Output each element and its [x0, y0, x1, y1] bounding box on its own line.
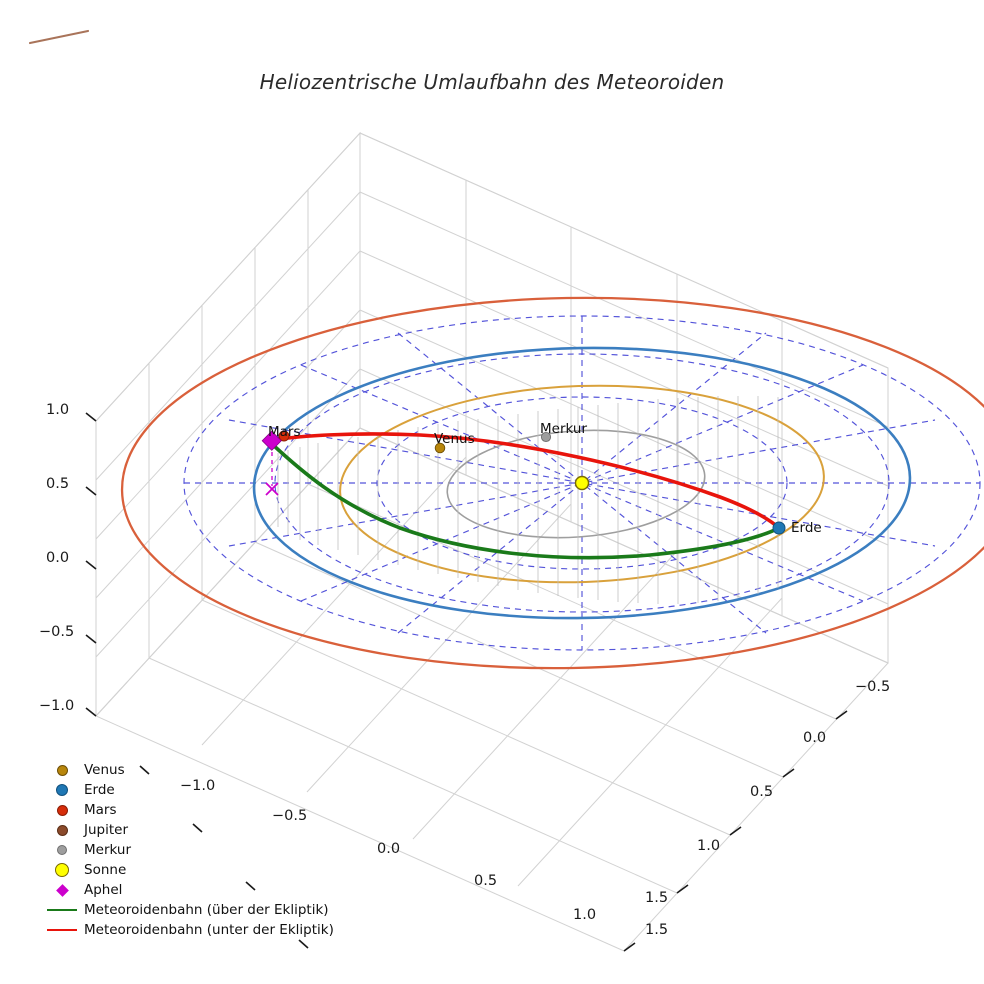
- mars-marker-icon: [40, 804, 84, 816]
- legend: Venus Erde Mars Jupiter Merkur: [40, 760, 360, 940]
- page-title: Heliozentrische Umlaufbahn des Meteoroid…: [259, 70, 725, 94]
- orbit-merkur: [446, 429, 706, 539]
- green-line-icon: [40, 909, 84, 911]
- legend-label-track-below: Meteoroidenbahn (unter der Ekliptik): [84, 922, 334, 938]
- meteoroid-track-above-ecliptic: [270, 442, 781, 560]
- x-tick-5: 1.5: [645, 922, 669, 938]
- z-tick-3: −0.5: [39, 624, 75, 640]
- aphel-projection-x-marker: [265, 482, 279, 496]
- orbit-mars: [120, 296, 984, 670]
- legend-label-erde: Erde: [84, 782, 115, 798]
- erde-marker-icon: [40, 784, 84, 796]
- y-tick-2: 0.5: [750, 784, 774, 800]
- label-erde: Erde: [791, 520, 822, 536]
- label-merkur: Merkur: [540, 421, 588, 437]
- orbit-venus: [339, 384, 825, 584]
- legend-item-aphel[interactable]: Aphel: [40, 880, 360, 900]
- legend-item-track-above[interactable]: Meteoroidenbahn (über der Ekliptik): [40, 900, 360, 920]
- planet-orbits: [120, 296, 984, 670]
- aphel-marker-icon: [40, 883, 84, 897]
- jupiter-orbit-fragment: [28, 29, 90, 45]
- z-tick-0: 1.0: [46, 402, 70, 418]
- z-tick-4: −1.0: [39, 698, 75, 714]
- venus-marker-icon: [40, 764, 84, 776]
- orbit-erde: [252, 346, 912, 620]
- legend-item-track-below[interactable]: Meteoroidenbahn (unter der Ekliptik): [40, 920, 360, 940]
- marker-erde: [772, 521, 786, 535]
- meteoroid-stem-lines: [277, 396, 779, 604]
- x-tick-1: −0.5: [272, 808, 308, 824]
- x-tick-2: 0.0: [377, 841, 401, 857]
- legend-label-sonne: Sonne: [84, 862, 127, 878]
- legend-item-erde[interactable]: Erde: [40, 780, 360, 800]
- marker-venus: [434, 442, 446, 454]
- legend-item-sonne[interactable]: Sonne: [40, 860, 360, 880]
- red-line-icon: [40, 929, 84, 931]
- x-tick-4: 1.0: [573, 907, 597, 923]
- legend-label-merkur: Merkur: [84, 842, 132, 858]
- meteoroid-track-below-ecliptic: [270, 432, 781, 530]
- legend-label-track-above: Meteoroidenbahn (über der Ekliptik): [84, 902, 329, 918]
- label-mars: Mars: [268, 424, 301, 440]
- y-tick-1: 0.0: [803, 730, 827, 746]
- axis-tick-marks: [85, 412, 848, 952]
- marker-aphel: [261, 430, 282, 451]
- legend-label-venus: Venus: [84, 762, 125, 778]
- jupiter-marker-icon: [40, 824, 84, 836]
- marker-merkur: [540, 431, 552, 443]
- legend-item-merkur[interactable]: Merkur: [40, 840, 360, 860]
- marker-mars: [278, 430, 290, 442]
- y-tick-0: −0.5: [855, 679, 891, 695]
- marker-sonne: [574, 475, 590, 491]
- merkur-marker-icon: [40, 845, 84, 855]
- legend-item-mars[interactable]: Mars: [40, 800, 360, 820]
- z-tick-2: 0.0: [46, 550, 70, 566]
- y-tick-3: 1.0: [697, 838, 721, 854]
- legend-label-jupiter: Jupiter: [84, 822, 129, 838]
- ecliptic-polar-grid: [183, 315, 981, 651]
- x-tick-0: −1.0: [180, 778, 216, 794]
- legend-item-venus[interactable]: Venus: [40, 760, 360, 780]
- z-tick-1: 0.5: [46, 476, 70, 492]
- x-tick-3: 0.5: [474, 873, 498, 889]
- body-markers: [261, 430, 786, 535]
- y-tick-4: 1.5: [645, 890, 669, 906]
- label-venus: Venus: [434, 431, 475, 447]
- legend-label-aphel: Aphel: [84, 882, 123, 898]
- legend-label-mars: Mars: [84, 802, 117, 818]
- sonne-marker-icon: [40, 863, 84, 877]
- legend-item-jupiter[interactable]: Jupiter: [40, 820, 360, 840]
